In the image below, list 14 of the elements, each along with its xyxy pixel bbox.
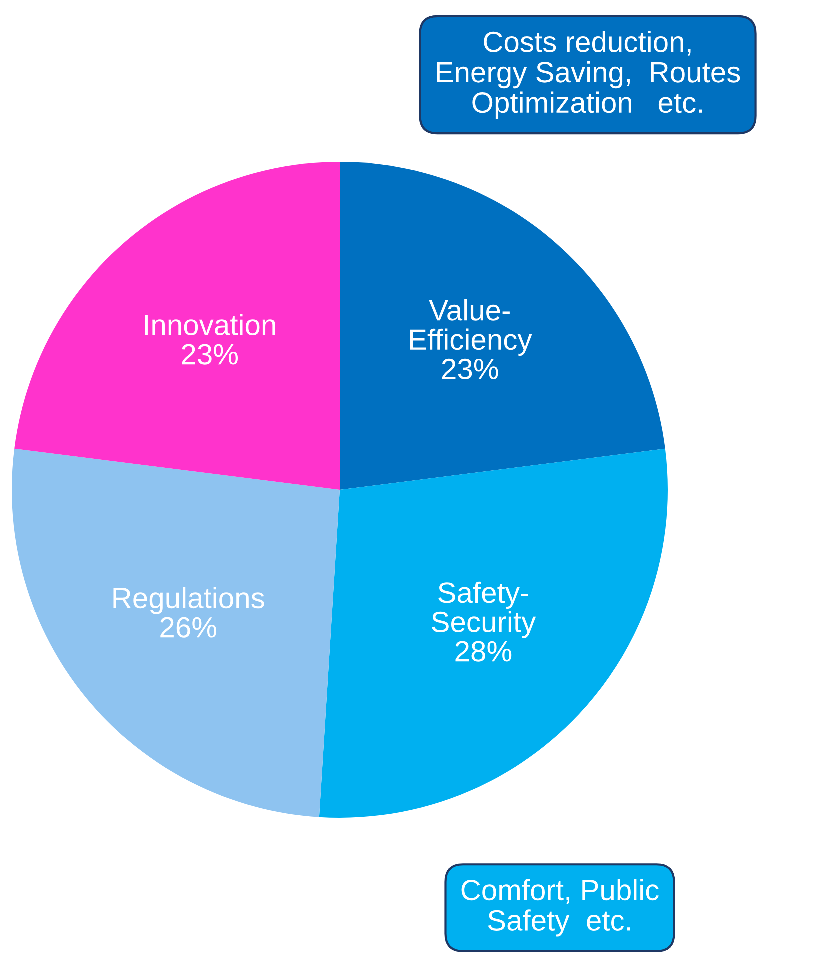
slice-label: Safety- Security (432, 582, 536, 638)
slice-label: Value- Efficiency (410, 299, 532, 356)
pie-slice (14, 162, 340, 490)
pie-slice (12, 448, 340, 818)
slice-label: Innovation (145, 314, 276, 336)
data-label: 28% (456, 641, 512, 662)
text: Comfort, Public Safety etc. (462, 879, 659, 937)
data-label: 23% (442, 358, 498, 380)
pie-slice (340, 162, 666, 490)
data-label: 26% (160, 617, 217, 638)
text: Costs reduction, Energy Saving, Routes Optimization etc. (437, 31, 740, 119)
slice-label: Regulations (114, 587, 264, 614)
data-label: 23% (182, 344, 238, 365)
pie-slice (319, 448, 668, 818)
